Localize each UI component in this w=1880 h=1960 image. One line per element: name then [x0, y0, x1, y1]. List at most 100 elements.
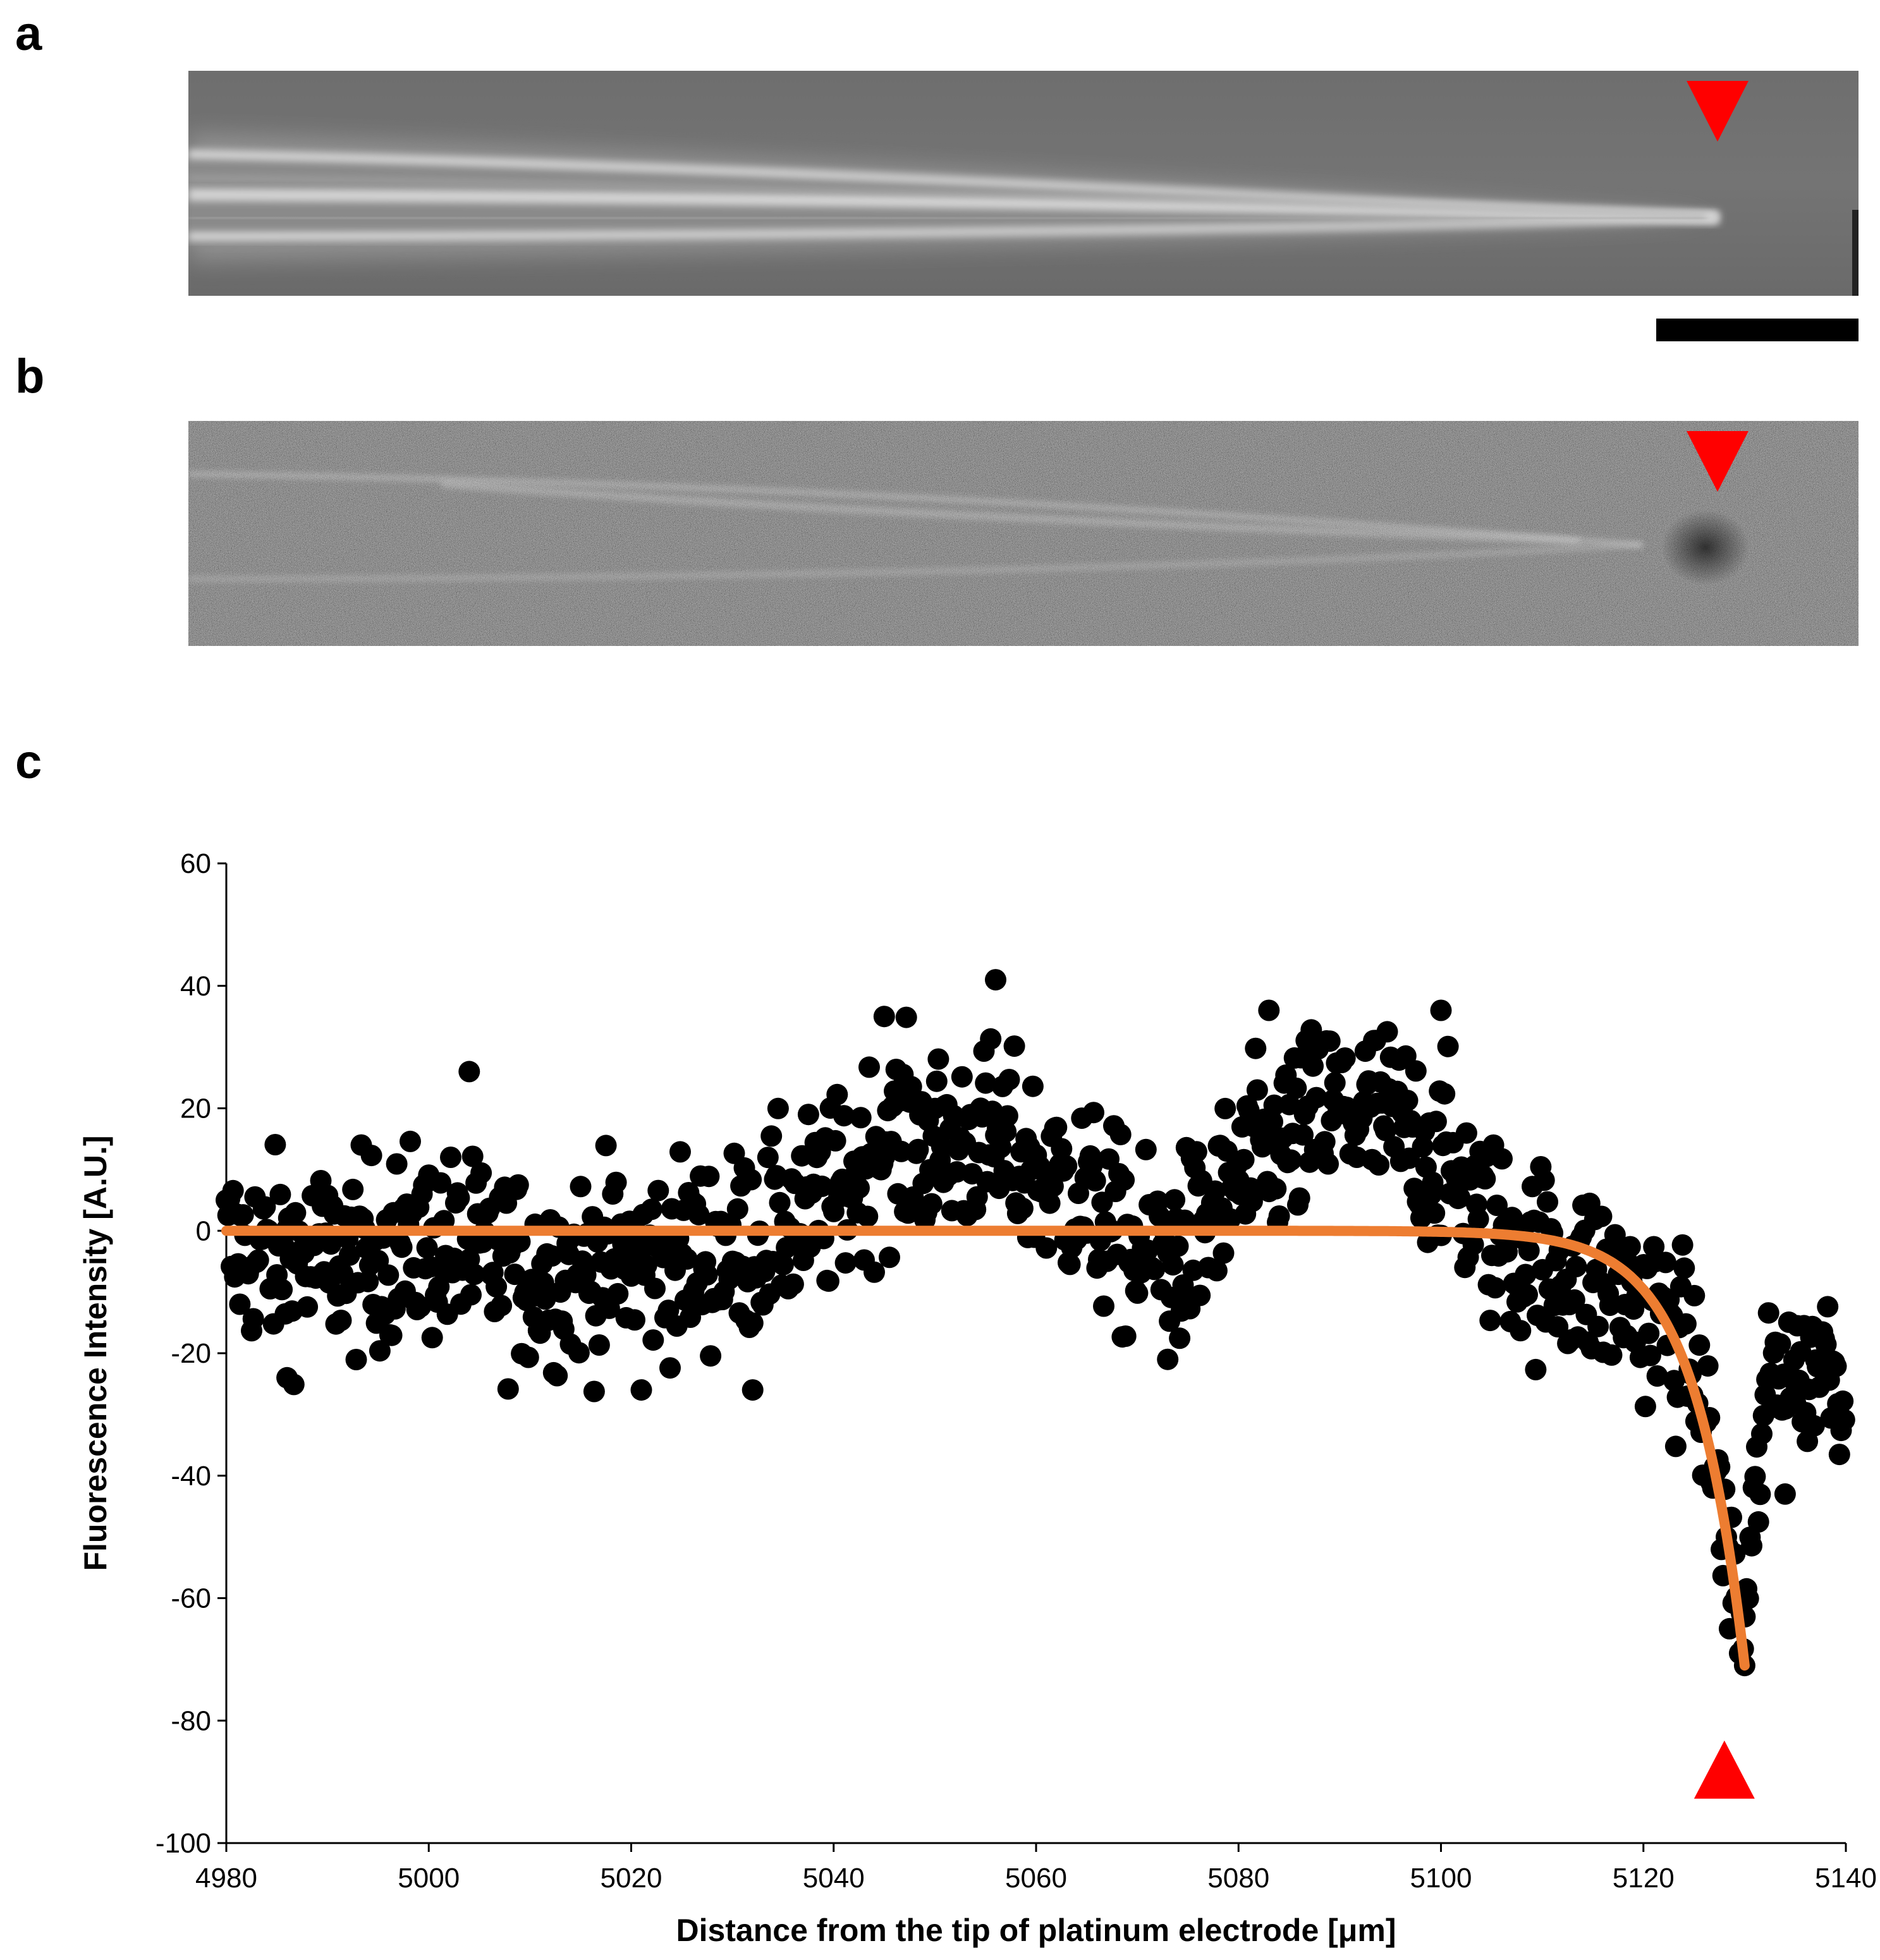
data-point: [1537, 1191, 1558, 1213]
data-point: [517, 1346, 539, 1368]
data-point: [1479, 1310, 1501, 1332]
data-point: [931, 1136, 953, 1158]
data-point: [895, 1006, 917, 1028]
data-point: [742, 1379, 764, 1401]
data-point: [546, 1365, 568, 1387]
data-point: [1601, 1344, 1623, 1366]
data-point: [1135, 1138, 1157, 1160]
data-point: [1241, 1190, 1263, 1212]
data-point: [1011, 1197, 1034, 1219]
data-point: [1368, 1154, 1390, 1176]
data-point: [1744, 1466, 1766, 1488]
data-point: [391, 1236, 413, 1258]
data-point: [1003, 1035, 1025, 1057]
data-point: [276, 1367, 298, 1389]
data-point: [1486, 1195, 1508, 1216]
data-point: [630, 1379, 652, 1401]
data-point: [1214, 1097, 1236, 1119]
data-point: [769, 1191, 791, 1214]
data-point: [1280, 1149, 1302, 1171]
data-point: [1449, 1186, 1471, 1208]
data-point: [927, 1048, 949, 1070]
data-point: [676, 1248, 698, 1270]
data-point: [338, 1244, 360, 1266]
data-point: [975, 1072, 997, 1094]
data-point: [1832, 1390, 1854, 1412]
data-point: [857, 1205, 879, 1227]
fit-curve: [221, 1226, 1750, 1671]
x-ticks: 4980 5000 5020 5040 5060 5080 5100 5120 5140: [195, 1843, 1877, 1894]
data-point: [995, 1121, 1017, 1143]
data-point: [1697, 1355, 1719, 1377]
x-tick-label: 5080: [1207, 1863, 1269, 1894]
data-point: [1126, 1282, 1149, 1304]
data-point: [797, 1104, 819, 1126]
data-point: [833, 1105, 855, 1127]
data-point: [1278, 1093, 1300, 1116]
data-point: [1587, 1315, 1609, 1337]
data-point: [1169, 1327, 1191, 1349]
data-point: [900, 1076, 922, 1098]
data-point: [1434, 1083, 1456, 1105]
data-point: [640, 1198, 662, 1220]
data-point: [421, 1327, 443, 1349]
data-point: [980, 1028, 1002, 1050]
data-point: [864, 1261, 885, 1283]
data-point: [1565, 1255, 1587, 1277]
data-point: [460, 1284, 482, 1306]
data-point: [254, 1196, 276, 1218]
data-point: [1664, 1435, 1687, 1458]
data-point: [1683, 1284, 1706, 1306]
data-point: [428, 1276, 450, 1298]
data-point: [1634, 1396, 1656, 1418]
data-point: [718, 1268, 740, 1290]
data-point: [330, 1310, 352, 1331]
data-point: [1425, 1111, 1447, 1133]
data-point: [1638, 1322, 1660, 1344]
data-point: [1833, 1409, 1855, 1431]
data-point: [583, 1380, 605, 1403]
data-point: [1262, 1111, 1283, 1133]
data-point: [1164, 1189, 1186, 1211]
data-point: [1774, 1483, 1796, 1505]
data-point: [647, 1179, 669, 1202]
data-point: [985, 969, 1006, 991]
data-point: [757, 1147, 779, 1169]
data-point: [1639, 1344, 1661, 1367]
data-point: [1114, 1325, 1137, 1347]
data-point: [386, 1153, 408, 1175]
data-point: [1437, 1035, 1459, 1057]
data-point: [1769, 1333, 1791, 1355]
data-point: [1396, 1090, 1419, 1112]
data-point: [817, 1270, 839, 1292]
data-point: [826, 1083, 848, 1105]
data-point: [320, 1233, 342, 1255]
data-point: [1467, 1208, 1489, 1230]
data-point: [470, 1162, 492, 1184]
data-point: [588, 1334, 610, 1356]
data-point: [1302, 1055, 1324, 1077]
data-point: [1109, 1124, 1132, 1145]
data-point: [377, 1264, 400, 1286]
data-point: [1083, 1102, 1104, 1124]
data-point: [1525, 1358, 1547, 1380]
data-point: [740, 1169, 762, 1191]
scale-bar: [1656, 319, 1859, 341]
x-tick-label: 5120: [1613, 1863, 1675, 1894]
data-point: [1817, 1296, 1839, 1318]
data-point: [1292, 1124, 1314, 1146]
data-point: [1484, 1277, 1506, 1299]
data-point: [485, 1275, 508, 1298]
data-point: [1204, 1180, 1226, 1202]
x-axis-title: Distance from the tip of platinum electr…: [676, 1913, 1396, 1948]
panel-b-label: b: [15, 350, 45, 403]
data-point: [951, 1066, 973, 1088]
data-point: [1741, 1535, 1762, 1557]
data-point: [1144, 1258, 1166, 1281]
data-point: [1084, 1170, 1106, 1192]
data-point: [1113, 1169, 1135, 1191]
data-point: [811, 1175, 833, 1197]
data-point: [247, 1249, 269, 1271]
y-ticks: -100 -80 -60 -40 -20 0 20 40 60: [156, 848, 226, 1859]
data-point: [1334, 1047, 1356, 1069]
